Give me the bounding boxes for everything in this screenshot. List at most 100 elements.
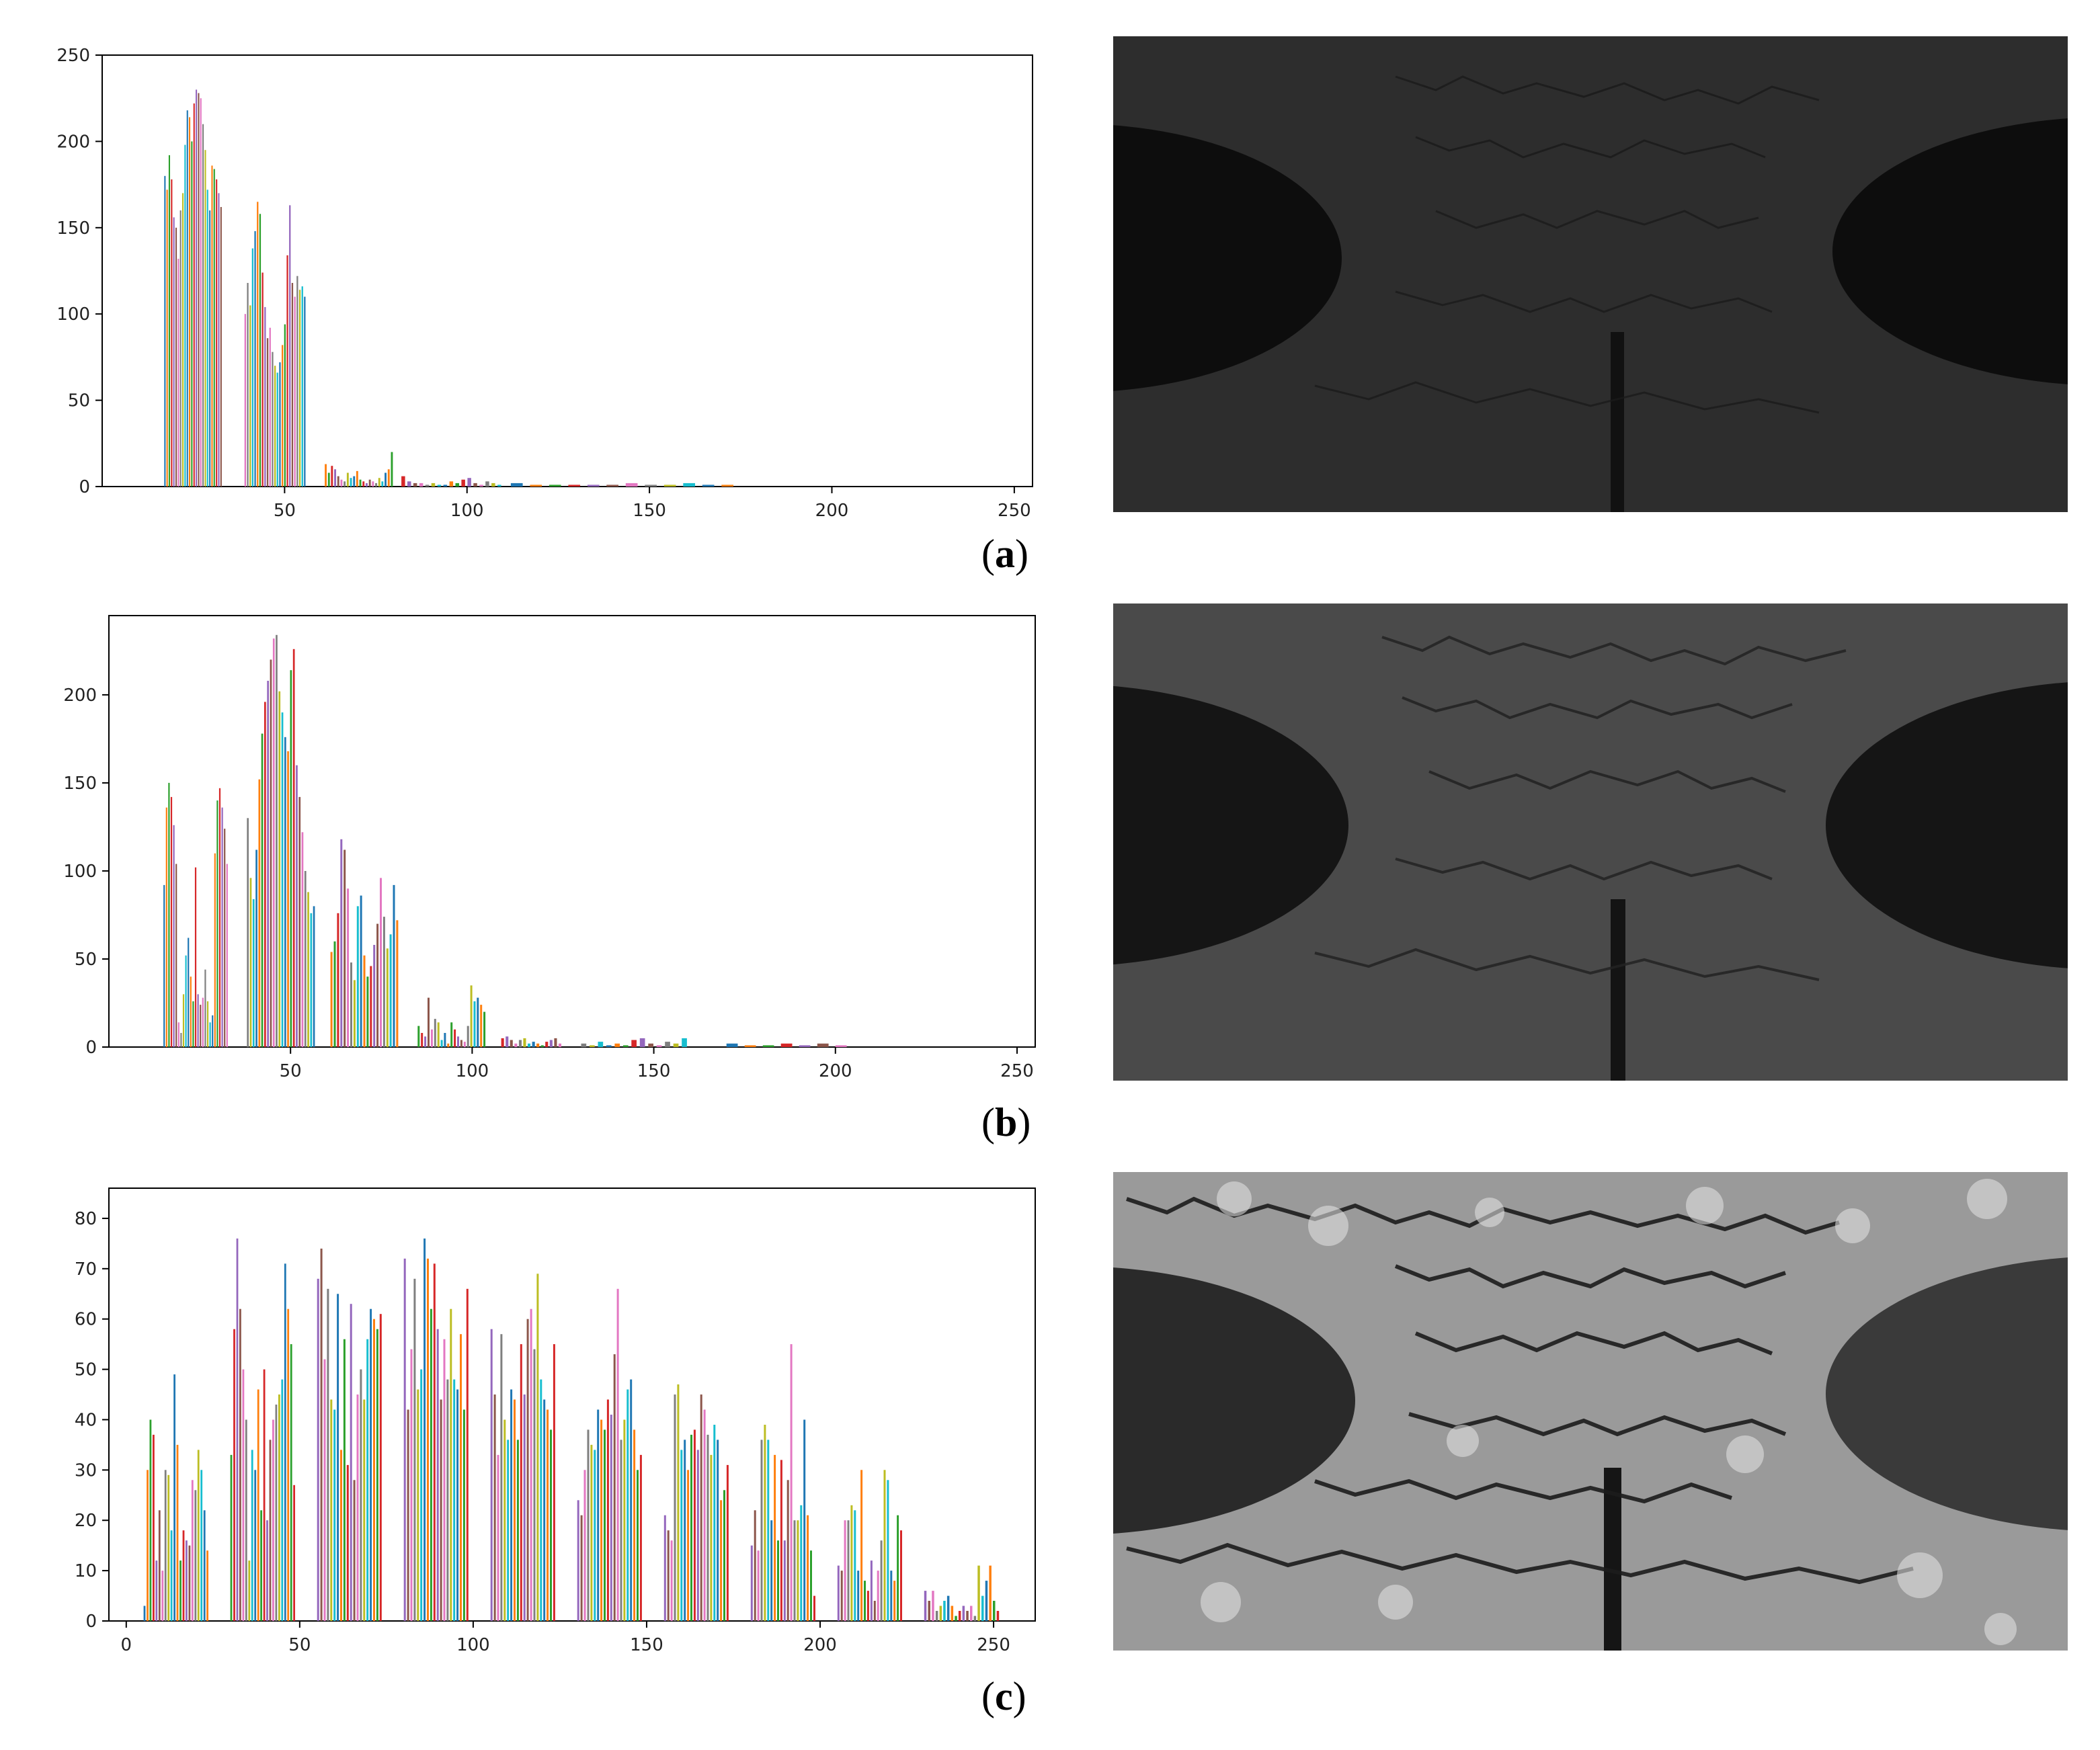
histogram-bar [446,1379,449,1621]
histogram-bar [600,1419,603,1621]
histogram-bar [793,1520,796,1621]
histogram-bar [218,193,220,487]
histogram-bar [540,1379,542,1621]
histogram-bar [431,483,436,487]
histogram-bar [985,1581,988,1621]
histogram-bar [434,1019,436,1047]
x-tick-label: 250 [998,501,1031,521]
histogram-bar [696,1450,699,1621]
histogram-bar [184,144,186,487]
grayscale-photo-equalized [1113,1172,2068,1651]
histogram-bar [754,1510,756,1621]
histogram-bar [291,283,294,487]
histogram-bar [155,1560,158,1621]
histogram-bar [366,1339,369,1621]
y-tick-label: 60 [75,1310,97,1330]
histogram-bar [264,306,266,487]
histogram-bar [639,1454,642,1621]
histogram-bar [407,1409,409,1621]
histogram-bar [946,1595,950,1621]
histogram-bar [396,920,399,1047]
histogram-bar [290,1344,292,1621]
histogram-bar [757,1550,760,1621]
histogram-bar [673,1043,679,1047]
y-tick-label: 250 [56,46,90,66]
histogram-bar [677,1384,680,1621]
y-tick-label: 50 [75,950,97,970]
histogram-chart-a: 50 100 150 200 250 0 50 100 150 200 250 [56,46,1033,521]
y-tick-label: 0 [79,477,90,497]
histogram-bar [323,1359,326,1621]
histogram-bar [269,1440,272,1621]
histogram-bar [744,1045,756,1047]
histogram-bar [176,1444,179,1621]
histogram-bar [386,948,389,1047]
histogram-bar [449,481,454,487]
histogram-bar [244,314,246,487]
histogram-bar [170,796,173,1047]
histogram-bar [553,1344,555,1621]
histogram-bar [186,1540,188,1621]
histogram-bar [389,934,392,1047]
histogram-bar [353,476,356,487]
histogram-bar [143,1606,146,1621]
histogram-bar [281,1379,284,1621]
histogram-bar [935,1611,938,1621]
y-tick-label: 100 [63,862,97,882]
histogram-bar [327,1288,329,1621]
histogram-bar [254,231,256,487]
histogram-bar [767,1440,770,1621]
histogram-bar [264,702,266,1047]
histogram-bar [417,1026,420,1047]
histogram-bar [266,338,269,487]
histogram-bar [514,1043,518,1047]
histogram-bar [421,1033,423,1047]
y-tick-label: 50 [68,391,90,411]
histogram-bar [257,1389,259,1621]
histogram-bar [723,1490,725,1621]
histogram-bar [656,1045,662,1047]
histogram-bar [343,1339,346,1621]
histogram-bar [182,994,185,1047]
histogram-bar [580,1515,583,1621]
histogram-bar [540,1045,544,1047]
histogram-bar [350,1304,352,1621]
x-tick-label: 150 [630,1635,663,1655]
histogram-bar [447,1043,450,1047]
histogram-bar [924,1591,927,1621]
histogram-bar [510,483,523,487]
histogram-bar [167,1474,170,1621]
plot-frame [102,54,1033,487]
histogram-bar [356,1394,359,1621]
histogram-bar [873,1601,876,1621]
histogram-bar [501,1038,504,1047]
histogram-bar [860,1470,863,1621]
histogram-bar [206,190,208,487]
histogram-bar [340,1450,342,1621]
histogram-bar [817,1043,829,1047]
histogram-bar [973,1616,977,1621]
histogram-bar [320,1248,323,1621]
histogram-bar [721,485,733,487]
histogram-bar [200,98,202,487]
histogram-bar [523,1038,526,1047]
histogram-bar [393,884,395,1047]
histogram-bar [368,479,371,487]
histogram-bar [165,807,167,1047]
histogram-bar [536,1274,539,1621]
histogram-bar [200,1005,202,1047]
histogram-bar [182,193,184,487]
histogram-bar [706,1434,709,1621]
histogram-bar [226,864,228,1047]
histogram-bar [497,485,501,487]
histogram-bar [149,1419,152,1621]
histogram-bar [294,296,296,487]
histogram-bar [147,1470,149,1621]
histogram-bar [272,1419,274,1621]
histogram-bar [857,1571,860,1621]
histogram-bar [249,305,251,487]
histogram-bar [346,472,349,487]
histogram-bar [503,1419,506,1621]
histogram-bar [510,1389,513,1621]
histogram-bar [497,1454,499,1621]
